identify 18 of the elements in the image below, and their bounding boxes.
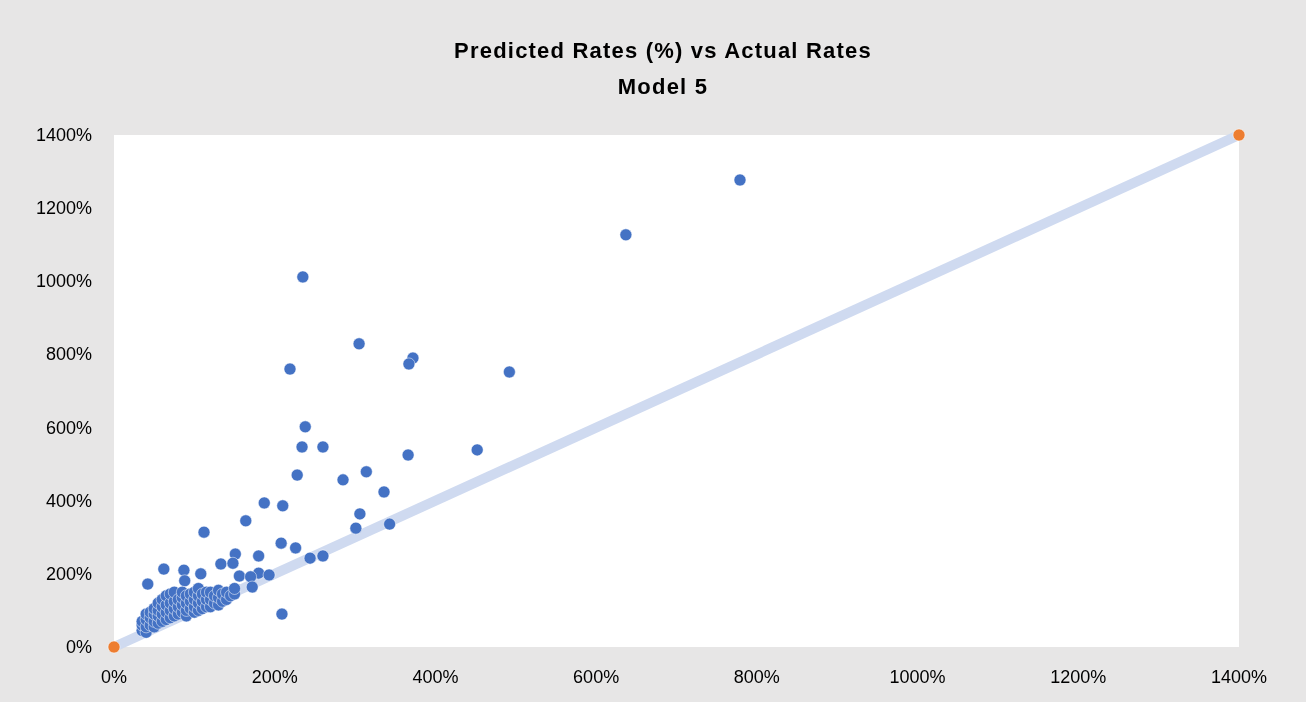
chart-title: Predicted Rates (%) vs Actual Rates (454, 38, 872, 63)
x-tick-label: 1000% (889, 667, 946, 687)
chart-subtitle: Model 5 (617, 74, 709, 99)
y-tick-label: 600% (45, 417, 92, 438)
x-tick-label: 1400% (1210, 667, 1268, 687)
y-tick-label: 400% (45, 490, 92, 511)
y-tick-label: 1000% (35, 271, 92, 292)
y-tick-label: 200% (45, 563, 92, 584)
x-tick-label: 600% (573, 667, 620, 687)
y-tick-label: 1200% (35, 198, 92, 219)
x-tick-label: 400% (412, 667, 459, 687)
y-tick-label: 0% (65, 637, 92, 657)
x-tick-label: 800% (733, 667, 780, 687)
y-tick-label: 800% (45, 344, 92, 365)
x-tick-label: 200% (251, 667, 298, 687)
x-tick-label: 1200% (1050, 667, 1107, 687)
y-tick-label: 1400% (35, 125, 92, 145)
x-tick-label: 0% (100, 667, 128, 687)
